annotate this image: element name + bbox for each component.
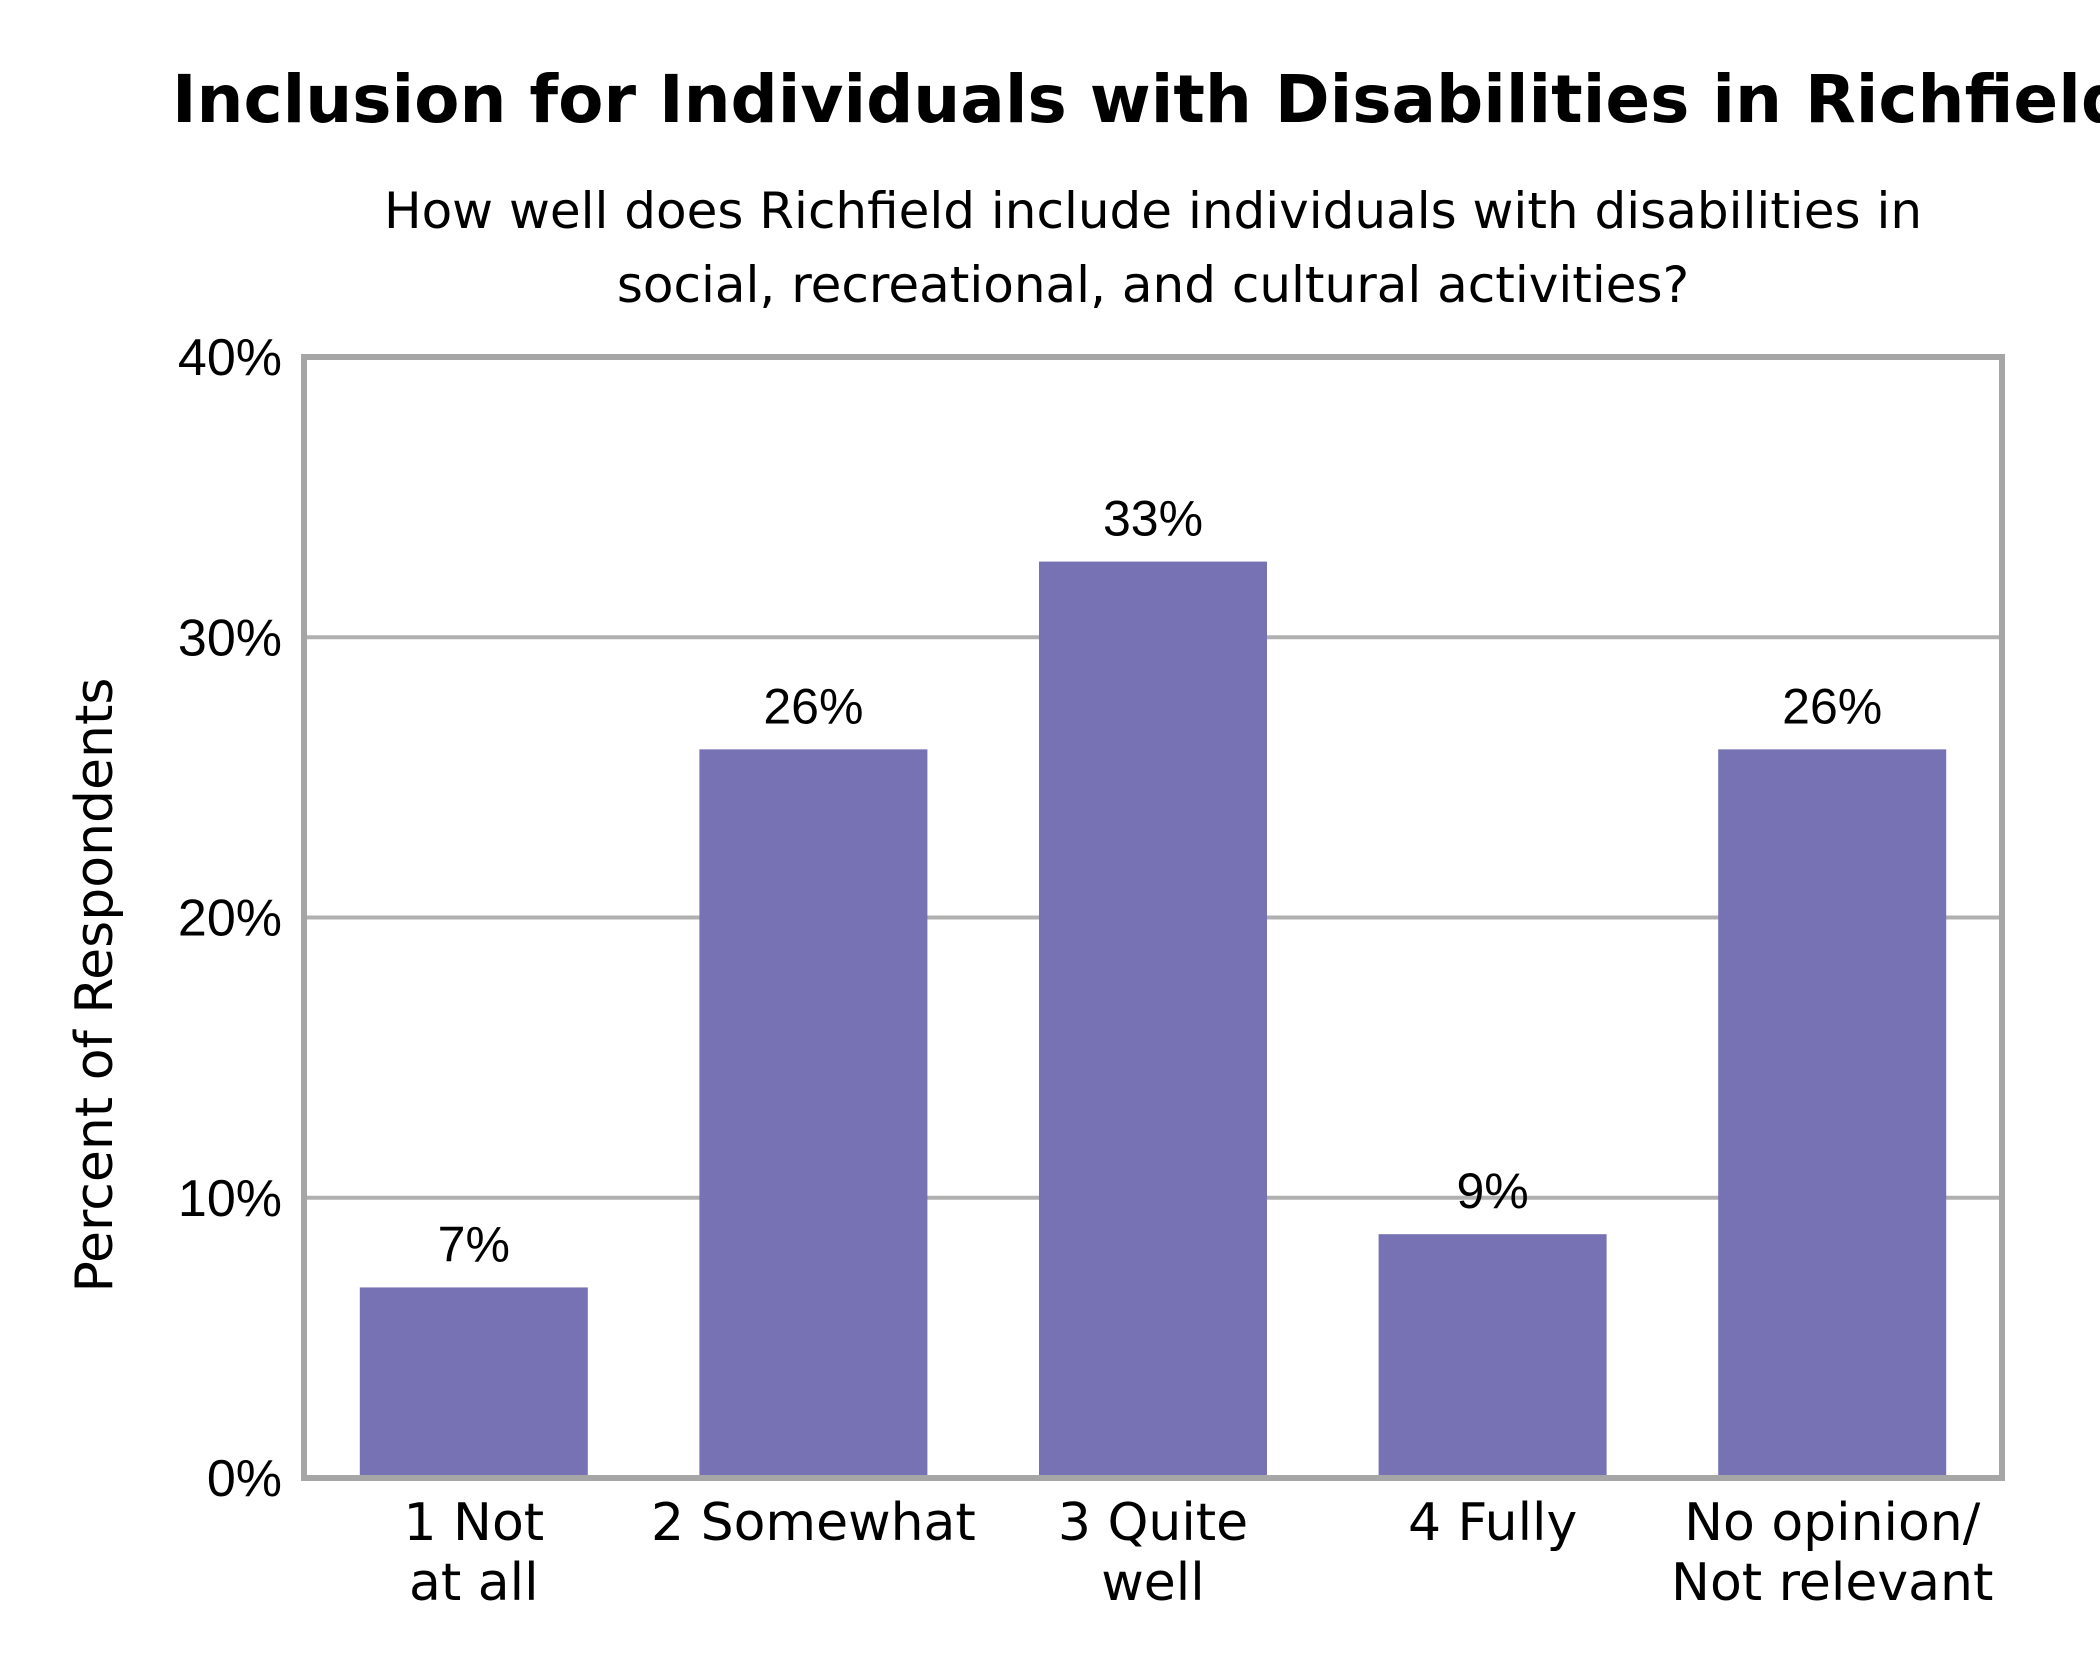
x-category-label-3-line-2: well bbox=[1101, 1553, 1204, 1613]
data-labels: 7% 26% 33% 9% 26% bbox=[438, 491, 1883, 1273]
data-label-5: 26% bbox=[1782, 678, 1882, 734]
data-label-3: 33% bbox=[1103, 491, 1203, 547]
bar-5 bbox=[1718, 749, 1947, 1478]
x-category-label-1-line-2: at all bbox=[409, 1553, 539, 1613]
y-tick-label-2: 20% bbox=[178, 890, 282, 948]
plot-border bbox=[301, 354, 2005, 1481]
y-tick-label-0: 0% bbox=[207, 1450, 282, 1508]
x-category-label-5-line-1: No opinion/ bbox=[1684, 1493, 1981, 1553]
x-category-label-5-line-2: Not relevant bbox=[1671, 1553, 1993, 1613]
x-category-label-4-line-1: 4 Fully bbox=[1408, 1493, 1577, 1553]
plot-frame bbox=[301, 354, 2005, 1481]
y-tick-label-1: 10% bbox=[178, 1170, 282, 1228]
x-category-label-1-line-1: 1 Not bbox=[403, 1493, 544, 1553]
y-tick-label-3: 30% bbox=[178, 609, 282, 667]
bar-3 bbox=[1039, 561, 1267, 1478]
subtitle-line-2: social, recreational, and cultural activ… bbox=[617, 256, 1689, 314]
data-label-4: 9% bbox=[1456, 1163, 1528, 1219]
y-tick-label-4: 40% bbox=[178, 329, 282, 387]
y-axis-label: Percent of Respondents bbox=[65, 678, 125, 1293]
x-category-label-2-line-1: 2 Somewhat bbox=[651, 1493, 976, 1553]
bars bbox=[359, 561, 1947, 1478]
data-label-2: 26% bbox=[763, 678, 863, 734]
subtitle-line-1: How well does Richfield include individu… bbox=[384, 182, 1922, 240]
chart-title: Inclusion for Individuals with Disabilit… bbox=[172, 61, 2100, 138]
x-category-label-3-line-1: 3 Quite bbox=[1058, 1493, 1248, 1553]
bar-4 bbox=[1378, 1234, 1607, 1478]
bar-1 bbox=[359, 1287, 588, 1478]
data-label-1: 7% bbox=[438, 1216, 510, 1272]
y-tick-labels: 0% 10% 20% 30% 40% bbox=[178, 329, 282, 1508]
bar-2 bbox=[699, 749, 928, 1478]
chart-subtitle: How well does Richfield include individu… bbox=[384, 182, 1922, 314]
